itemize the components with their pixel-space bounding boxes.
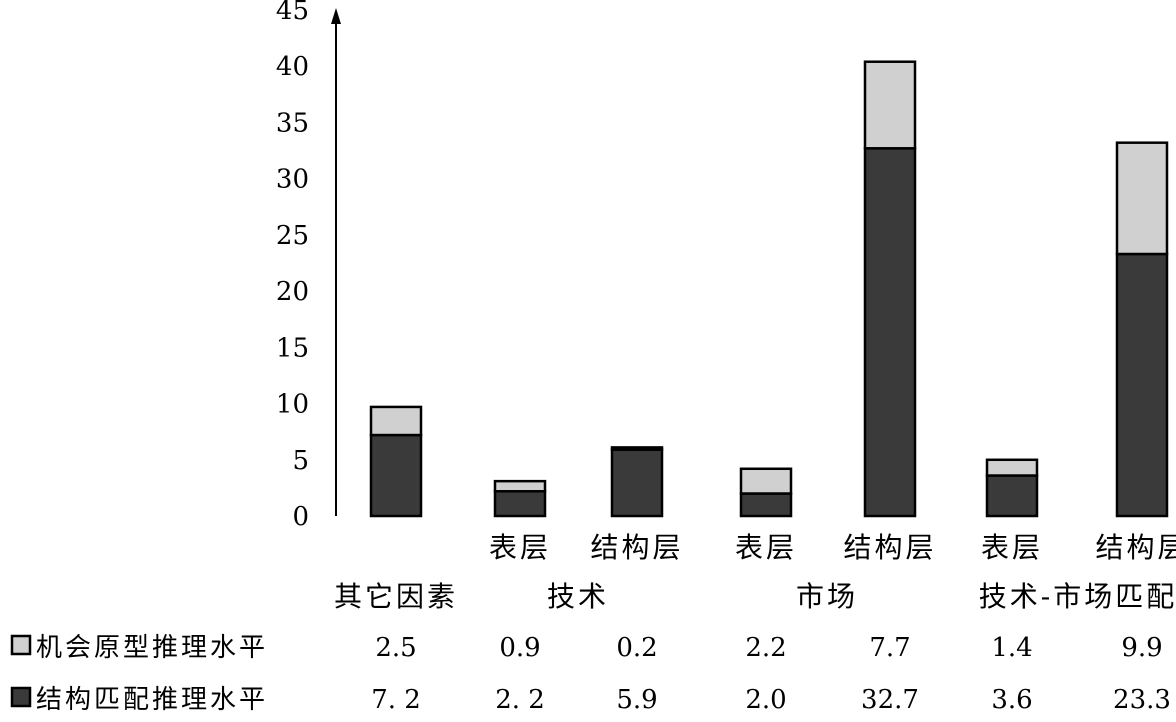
data-label: 7. 2 (371, 685, 421, 715)
y-tick-label: 15 (276, 333, 309, 363)
y-tick-label: 0 (292, 502, 309, 532)
y-tick-label: 45 (276, 0, 309, 26)
category-group-label: 其它因素 (334, 580, 458, 613)
y-tick-label: 40 (276, 52, 309, 82)
category-sub-label: 表层 (735, 531, 797, 564)
data-label: 3.6 (991, 685, 1032, 715)
data-label: 0.2 (616, 633, 657, 663)
category-sub-label: 结构层 (590, 531, 683, 564)
data-label: 32.7 (861, 685, 919, 715)
legend-swatch (10, 634, 32, 656)
bar-segment-structure-matching (493, 490, 547, 518)
category-sub-label: 表层 (489, 531, 551, 564)
legend-structure-matching: 结构匹配推理水平 (36, 685, 268, 715)
legend-opportunity-prototype: 机会原型推理水平 (36, 633, 268, 663)
category-group-label: 市场 (796, 580, 858, 613)
bar-segment-opportunity-prototype (369, 405, 423, 437)
data-label: 23.3 (1113, 685, 1171, 715)
category-sub-label: 结构层 (843, 531, 936, 564)
data-label: 1.4 (991, 633, 1032, 663)
data-label: 0.9 (499, 633, 540, 663)
category-sub-label: 结构层 (1095, 531, 1176, 564)
bar-segment-structure-matching (369, 433, 423, 518)
y-tick-label: 20 (276, 277, 309, 307)
data-label: 2.5 (375, 633, 416, 663)
bar-segment-structure-matching (863, 147, 917, 518)
y-tick-label: 30 (276, 165, 309, 195)
y-tick-label: 35 (276, 108, 309, 138)
data-label: 2. 2 (495, 685, 545, 715)
bar-segment-opportunity-prototype (863, 60, 917, 150)
category-sub-label: 表层 (981, 531, 1043, 564)
y-tick-label: 5 (292, 446, 309, 476)
bar-segment-opportunity-prototype (493, 479, 547, 493)
data-label: 9.9 (1121, 633, 1162, 663)
bar-segment-structure-matching (985, 474, 1039, 518)
y-tick-label: 10 (276, 390, 309, 420)
y-tick-label: 25 (276, 221, 309, 251)
data-label: 2.0 (745, 685, 786, 715)
bar-segment-structure-matching (610, 448, 664, 518)
bar-segment-opportunity-prototype (985, 458, 1039, 477)
category-group-label: 技术-市场匹配 (979, 580, 1176, 613)
data-label: 2.2 (745, 633, 786, 663)
data-label: 5.9 (616, 685, 657, 715)
data-label: 7.7 (869, 633, 910, 663)
bar-segment-opportunity-prototype (1115, 141, 1169, 256)
bar-segment-structure-matching (739, 492, 793, 518)
legend-swatch (10, 686, 32, 708)
bar-segment-opportunity-prototype (739, 467, 793, 495)
y-axis-arrow (331, 8, 341, 24)
bar-segment-opportunity-prototype (610, 446, 664, 451)
category-group-label: 技术 (547, 580, 609, 613)
bar-segment-structure-matching (1115, 252, 1169, 518)
